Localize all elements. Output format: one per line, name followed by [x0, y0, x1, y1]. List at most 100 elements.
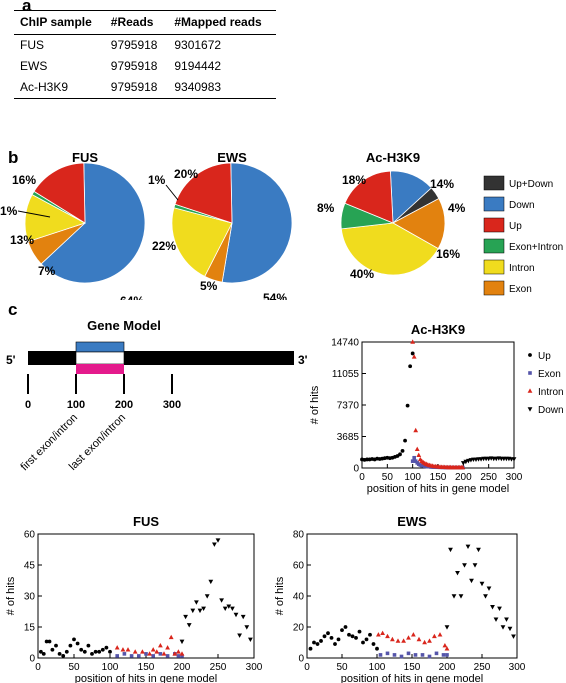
y-axis-label: # of hits	[274, 576, 286, 615]
data-point	[230, 606, 235, 611]
data-point	[183, 614, 188, 620]
data-point	[168, 634, 174, 640]
data-point	[44, 639, 49, 644]
pie-title: EWS	[217, 150, 247, 165]
data-point	[79, 647, 84, 652]
data-point	[172, 651, 178, 656]
x-tick-label: 100	[404, 472, 421, 483]
data-point	[114, 645, 120, 650]
data-point	[378, 653, 383, 657]
data-point	[469, 578, 474, 584]
data-point	[441, 653, 446, 657]
gene-tick-label: 0	[25, 399, 31, 411]
pie-slice-label: 16%	[12, 173, 36, 187]
pie-slice-label: 14%	[430, 177, 454, 191]
y-tick-label: 0	[353, 464, 359, 475]
data-point	[57, 651, 62, 656]
y-axis-label: # of hits	[309, 385, 321, 424]
data-point	[410, 339, 416, 344]
data-point	[248, 637, 253, 642]
data-point	[390, 636, 395, 642]
scatter-legend-label: Intron	[538, 387, 564, 398]
data-point	[244, 625, 250, 630]
data-point	[483, 594, 488, 599]
data-point	[527, 388, 533, 393]
legend-swatch	[483, 259, 505, 275]
data-point	[432, 633, 437, 639]
data-point	[385, 633, 390, 639]
data-point	[61, 654, 66, 658]
data-point	[412, 455, 416, 460]
data-point	[420, 653, 425, 657]
data-point	[97, 649, 102, 654]
data-point	[194, 600, 199, 605]
x-tick-label: 0	[359, 472, 365, 483]
scatter-legend-label: Down	[538, 405, 564, 416]
data-point	[100, 647, 105, 652]
x-tick-label: 0	[304, 662, 310, 673]
data-point	[434, 651, 439, 656]
data-point	[398, 452, 402, 457]
data-point	[319, 639, 323, 643]
table-row: Ac-H3K9 9795918 9340983	[14, 77, 276, 99]
data-point	[144, 652, 148, 656]
data-point	[308, 646, 313, 651]
legend-swatch	[483, 175, 505, 191]
data-point	[405, 403, 410, 408]
y-tick-label: 7370	[337, 401, 360, 412]
data-point	[528, 371, 532, 375]
data-point	[186, 623, 192, 628]
data-point	[208, 579, 214, 585]
data-point	[493, 617, 499, 622]
legend-label: Exon+Intron	[509, 242, 563, 253]
data-point	[368, 632, 372, 637]
data-point	[158, 643, 163, 648]
scatter-legend-label: Exon	[538, 369, 561, 380]
data-point	[215, 538, 221, 543]
table-header-mapped: #Mapped reads	[174, 15, 262, 29]
data-point	[413, 427, 419, 433]
table-cell: 9795918	[110, 80, 158, 94]
x-tick-label: 50	[68, 662, 80, 673]
y-tick-label: 60	[24, 530, 36, 541]
data-point	[86, 643, 91, 648]
data-point	[385, 651, 390, 656]
legend-label: Exon	[509, 284, 532, 295]
data-point	[104, 645, 109, 650]
pie-slice-intron	[171, 207, 233, 277]
data-point	[406, 635, 411, 640]
data-point	[125, 647, 131, 652]
data-point	[165, 645, 170, 650]
pie-slice-label: 16%	[436, 247, 460, 261]
data-point	[364, 637, 369, 642]
table-cell: 9194442	[174, 59, 222, 73]
legend-swatch	[483, 280, 505, 296]
data-point	[527, 407, 533, 412]
data-point	[472, 563, 478, 568]
data-point	[462, 563, 467, 568]
scatter-title: FUS	[133, 514, 159, 529]
y-tick-label: 0	[298, 654, 304, 665]
data-point	[201, 606, 206, 611]
x-tick-label: 250	[474, 662, 491, 673]
data-point	[416, 636, 422, 642]
pie-slice-label: 64%	[120, 294, 144, 300]
data-point	[414, 446, 420, 451]
x-tick-label: 300	[246, 662, 263, 673]
x-tick-label: 300	[509, 662, 526, 673]
data-point	[401, 638, 406, 643]
data-point	[147, 651, 152, 656]
reads-table: ChIP sample #Reads #Mapped reads FUS 979…	[14, 10, 276, 99]
plot-frame	[361, 341, 515, 469]
pie-title: FUS	[72, 150, 98, 165]
legend-swatch	[483, 196, 505, 212]
data-point	[511, 457, 517, 462]
data-point	[413, 653, 418, 657]
pie-slice-intron	[340, 222, 439, 276]
table-row: EWS 9795918 9194442	[14, 56, 276, 77]
data-point	[399, 654, 404, 659]
panel-letter-a: a	[22, 0, 32, 15]
pie-slice-label: 8%	[317, 201, 335, 215]
data-point	[219, 598, 224, 603]
